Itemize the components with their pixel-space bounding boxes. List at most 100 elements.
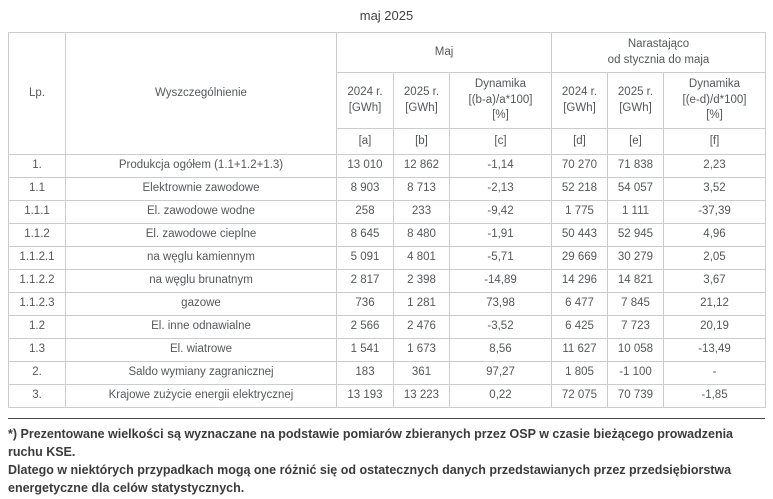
col-header-lp: Lp. — [8, 32, 66, 155]
col-letter-a: [a] — [336, 128, 394, 155]
value-f: 4,96 — [663, 223, 766, 247]
col-header-maj-2024: 2024 r. [GWh] — [336, 72, 394, 129]
value-d: 14 296 — [551, 269, 608, 293]
row-lp: 1. — [8, 154, 66, 178]
value-c: 0,22 — [449, 384, 552, 408]
row-lp: 1.1.2.2 — [8, 269, 66, 293]
value-c: -1,14 — [449, 154, 552, 178]
table-row: 1.1.2.3 gazowe 736 1 281 73,98 6 477 7 845 21,1… — [8, 292, 766, 316]
value-c: -3,52 — [449, 315, 552, 339]
value-d: 6 477 — [551, 292, 608, 316]
value-c: 73,98 — [449, 292, 552, 316]
value-d: 1 775 — [551, 200, 608, 224]
row-lp: 1.2 — [8, 315, 66, 339]
value-a: 5 091 — [336, 246, 394, 270]
row-name: El. wiatrowe — [65, 338, 337, 362]
table-row: 1.1.2 El. zawodowe cieplne 8 645 8 480 -1,91… — [8, 223, 766, 247]
col-header-cum-2024: 2024 r. [GWh] — [551, 72, 608, 129]
energy-table: Lp. Wyszczególnienie Maj Narastająco od … — [8, 32, 766, 408]
row-lp: 1.1 — [8, 177, 66, 201]
value-a: 2 817 — [336, 269, 394, 293]
value-b: 361 — [393, 361, 450, 385]
row-lp: 2. — [8, 361, 66, 385]
table-row: 1.1.2.1 na węglu kamiennym 5 091 4 801 -5,71… — [8, 246, 766, 270]
col-header-maj-2025: 2025 r. [GWh] — [393, 72, 450, 129]
table-body: 1. Produkcja ogółem (1.1+1.2+1.3) 13 010 12… — [8, 154, 766, 408]
value-f: 2,23 — [663, 154, 766, 178]
value-d: 50 443 — [551, 223, 608, 247]
row-lp: 1.3 — [8, 338, 66, 362]
value-d: 29 669 — [551, 246, 608, 270]
value-c: -5,71 — [449, 246, 552, 270]
value-e: -1 100 — [607, 361, 664, 385]
value-c: -2,13 — [449, 177, 552, 201]
row-name: na węglu kamiennym — [65, 246, 337, 270]
table-row: 1.1 Elektrownie zawodowe 8 903 8 713 -2,13 52… — [8, 177, 766, 201]
value-e: 10 058 — [607, 338, 664, 362]
value-b: 1 281 — [393, 292, 450, 316]
row-name: El. zawodowe wodne — [65, 200, 337, 224]
value-c: -1,91 — [449, 223, 552, 247]
table-row: 1.1.2.2 na węglu brunatnym 2 817 2 398 -14,8… — [8, 269, 766, 293]
value-b: 8 480 — [393, 223, 450, 247]
row-lp: 1.1.2.1 — [8, 246, 66, 270]
value-a: 8 645 — [336, 223, 394, 247]
value-a: 2 566 — [336, 315, 394, 339]
row-name: na węglu brunatnym — [65, 269, 337, 293]
value-e: 7 723 — [607, 315, 664, 339]
value-e: 52 945 — [607, 223, 664, 247]
value-d: 70 270 — [551, 154, 608, 178]
value-f: - — [663, 361, 766, 385]
row-lp: 1.1.1 — [8, 200, 66, 224]
col-header-name: Wyszczególnienie — [65, 32, 337, 155]
col-letter-b: [b] — [393, 128, 450, 155]
value-e: 70 739 — [607, 384, 664, 408]
value-c: -9,42 — [449, 200, 552, 224]
value-d: 11 627 — [551, 338, 608, 362]
table-row: 1. Produkcja ogółem (1.1+1.2+1.3) 13 010 12… — [8, 154, 766, 178]
value-e: 1 111 — [607, 200, 664, 224]
table-row: 1.1.1 El. zawodowe wodne 258 233 -9,42 1 775 1… — [8, 200, 766, 224]
value-c: 97,27 — [449, 361, 552, 385]
value-c: 8,56 — [449, 338, 552, 362]
value-a: 13 010 — [336, 154, 394, 178]
value-b: 2 476 — [393, 315, 450, 339]
col-header-cum-dynamika: Dynamika [(e-d)/d*100] [%] — [663, 72, 766, 129]
value-a: 258 — [336, 200, 394, 224]
col-letter-c: [c] — [449, 128, 552, 155]
value-d: 1 805 — [551, 361, 608, 385]
value-b: 4 801 — [393, 246, 450, 270]
value-b: 2 398 — [393, 269, 450, 293]
table-row: 1.3 El. wiatrowe 1 541 1 673 8,56 11 627 10 05… — [8, 338, 766, 362]
value-b: 13 223 — [393, 384, 450, 408]
value-a: 736 — [336, 292, 394, 316]
value-e: 7 845 — [607, 292, 664, 316]
table-row: 2. Saldo wymiany zagranicznej 183 361 97,27 1… — [8, 361, 766, 385]
header-group-row: Lp. Wyszczególnienie Maj Narastająco od … — [8, 32, 766, 155]
value-b: 233 — [393, 200, 450, 224]
value-e: 30 279 — [607, 246, 664, 270]
footnote-block: *) Prezentowane wielkości są wyznaczane … — [8, 418, 765, 499]
value-f: -1,85 — [663, 384, 766, 408]
value-f: 20,19 — [663, 315, 766, 339]
row-name: Produkcja ogółem (1.1+1.2+1.3) — [65, 154, 337, 178]
value-f: 3,52 — [663, 177, 766, 201]
col-letter-e: [e] — [607, 128, 664, 155]
value-b: 8 713 — [393, 177, 450, 201]
group-header-cumulative: Narastająco od stycznia do maja — [551, 32, 766, 73]
col-letter-f: [f] — [663, 128, 766, 155]
value-f: -13,49 — [663, 338, 766, 362]
row-name: Krajowe zużycie energii elektrycznej — [65, 384, 337, 408]
header-cols-row: 2024 r. [GWh] 2025 r. [GWh] Dynamika [(b… — [9, 72, 766, 129]
col-header-cum-2025: 2025 r. [GWh] — [607, 72, 664, 129]
value-a: 183 — [336, 361, 394, 385]
row-name: El. zawodowe cieplne — [65, 223, 337, 247]
value-f: 21,12 — [663, 292, 766, 316]
row-lp: 3. — [8, 384, 66, 408]
value-c: -14,89 — [449, 269, 552, 293]
table-row: 1.2 El. inne odnawialne 2 566 2 476 -3,52 6 4… — [8, 315, 766, 339]
value-f: -37,39 — [663, 200, 766, 224]
value-e: 71 838 — [607, 154, 664, 178]
col-letter-d: [d] — [551, 128, 608, 155]
